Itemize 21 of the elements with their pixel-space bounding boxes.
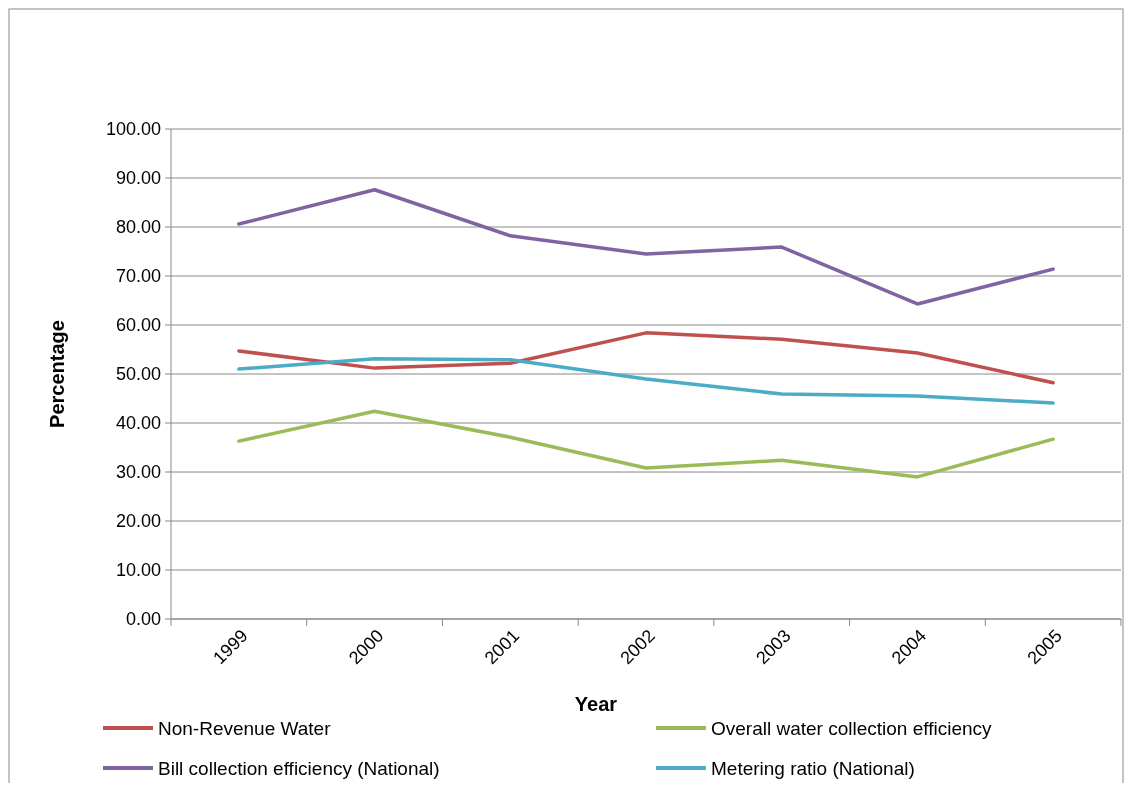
y-tick-label: 90.00 [115, 168, 161, 189]
y-tick-label: 80.00 [115, 217, 161, 238]
y-tick-label: 60.00 [115, 315, 161, 336]
y-tick-label: 100.00 [105, 119, 161, 140]
line-series [237, 188, 1055, 306]
y-tick-label: 10.00 [115, 560, 161, 581]
legend-label: Overall water collection efficiency [711, 717, 993, 739]
y-tick-label: 50.00 [115, 364, 161, 385]
line-series [237, 409, 1055, 479]
y-axis-title: Percentage [46, 320, 68, 428]
line-series [237, 357, 1055, 405]
legend-label: Non-Revenue Water [158, 717, 332, 739]
y-tick-label: 30.00 [115, 462, 161, 483]
legend-label: Metering ratio (National) [711, 757, 915, 779]
y-tick-label: 20.00 [115, 511, 161, 532]
y-tick-label: 70.00 [115, 266, 161, 287]
x-axis-title: Year [574, 693, 618, 715]
line-series [237, 331, 1055, 385]
y-tick-label: 40.00 [115, 413, 161, 434]
legend-label: Bill collection efficiency (National) [158, 757, 440, 779]
y-tick-label: 0.00 [125, 609, 161, 630]
